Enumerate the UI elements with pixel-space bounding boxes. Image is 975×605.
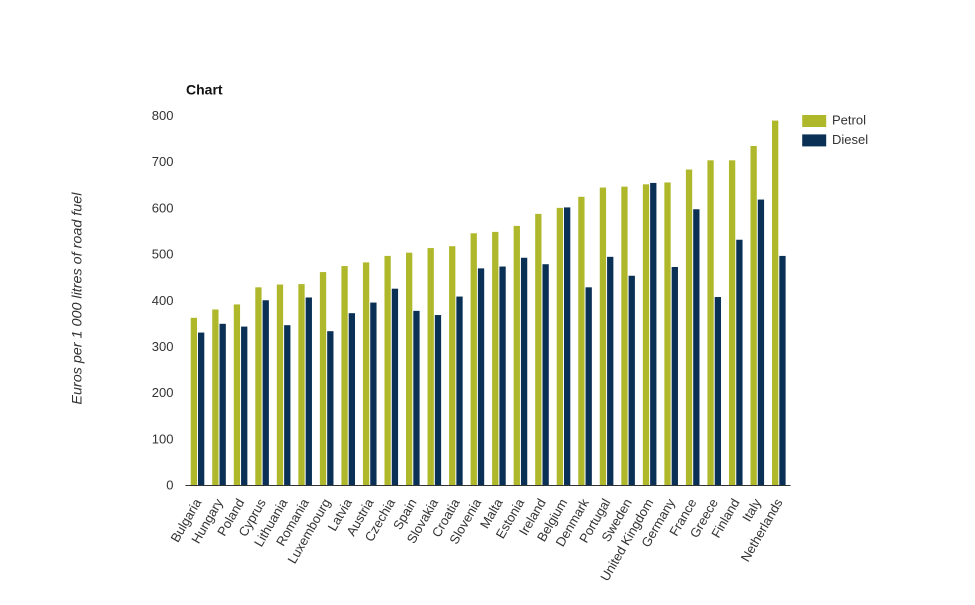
svg-text:Chart: Chart [186, 82, 223, 98]
svg-text:Petrol: Petrol [832, 113, 866, 128]
svg-text:Diesel: Diesel [832, 132, 868, 147]
svg-text:800: 800 [152, 108, 174, 123]
svg-text:400: 400 [152, 293, 174, 308]
svg-text:700: 700 [152, 154, 174, 169]
svg-text:500: 500 [152, 247, 174, 262]
svg-text:100: 100 [152, 431, 174, 446]
svg-text:0: 0 [166, 478, 173, 493]
svg-text:300: 300 [152, 339, 174, 354]
svg-text:200: 200 [152, 385, 174, 400]
svg-text:600: 600 [152, 200, 174, 215]
svg-text:Euros per 1 000 litres of road: Euros per 1 000 litres of road fuel [69, 192, 85, 405]
